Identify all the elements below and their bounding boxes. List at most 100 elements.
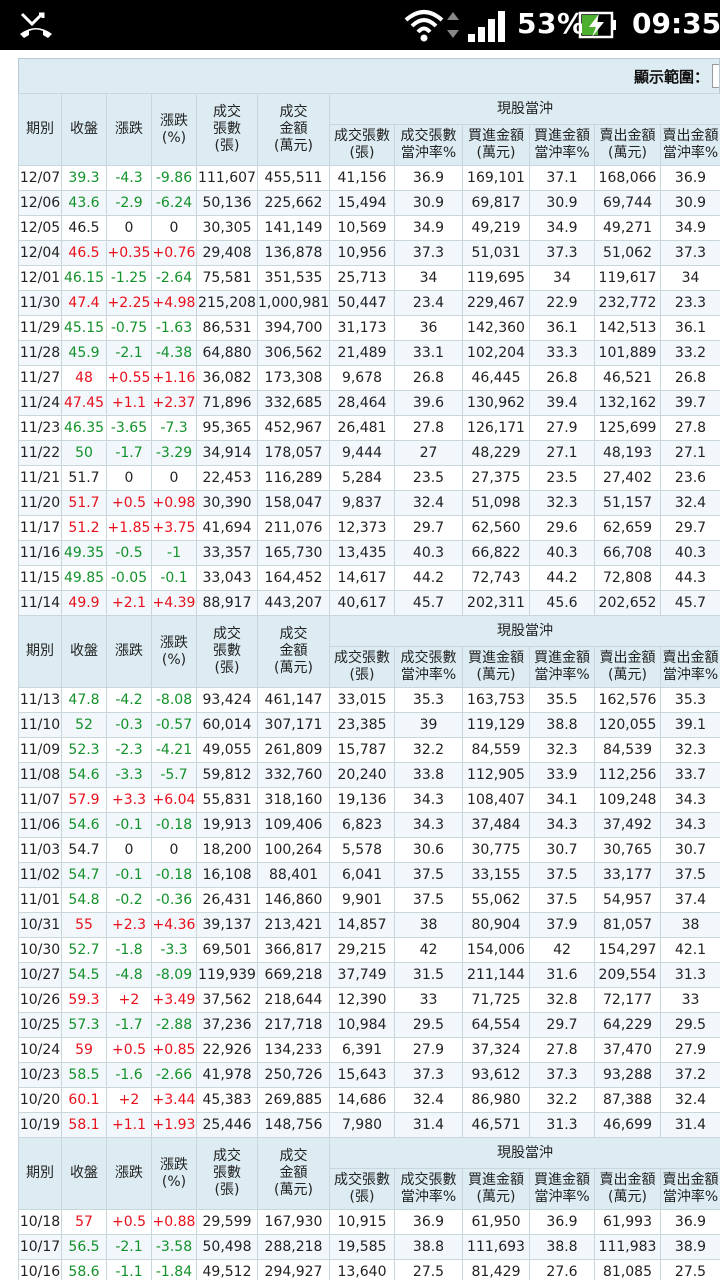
cell-dt-volume: 25,713 <box>329 265 395 291</box>
cell-date: 11/17 <box>18 515 62 541</box>
cell-dt-volume-rate: 31.5 <box>394 962 463 988</box>
table-row: 11/16 49.35 -0.5 -1 33,357 165,730 13,435 40.3 6… <box>18 540 720 566</box>
cell-buy-amount: 62,560 <box>462 515 530 541</box>
cell-volume: 37,562 <box>196 987 258 1013</box>
cell-dt-volume-rate: 37.3 <box>394 1062 463 1088</box>
cell-sell-rate: 23.3 <box>660 290 720 316</box>
cell-amount: 294,927 <box>257 1259 330 1280</box>
cell-sell-amount: 101,889 <box>594 340 661 366</box>
cell-change: -1.1 <box>106 1259 152 1280</box>
cell-dt-volume: 10,915 <box>329 1209 395 1235</box>
cell-buy-amount: 229,467 <box>462 290 530 316</box>
cell-volume: 60,014 <box>196 712 258 738</box>
cell-change: +0.55 <box>106 365 152 391</box>
cell-buy-rate: 31.3 <box>529 1112 595 1138</box>
cell-sell-amount: 27,402 <box>594 465 661 491</box>
header-sub-5: 賣出金額 當沖率% <box>660 124 720 166</box>
header-sub-0: 成交張數 (張) <box>329 1168 395 1210</box>
header-sub-5: 賣出金額 當沖率% <box>660 1168 720 1210</box>
cell-buy-rate: 37.5 <box>529 862 595 888</box>
cell-amount: 116,289 <box>257 465 330 491</box>
cell-amount: 306,562 <box>257 340 330 366</box>
cell-dt-volume: 19,136 <box>329 787 395 813</box>
cell-amount: 141,149 <box>257 215 330 241</box>
cell-date: 10/27 <box>18 962 62 988</box>
header-change: 漲跌 <box>106 615 152 688</box>
cell-dt-volume-rate: 37.3 <box>394 240 463 266</box>
cell-change-pct: -3.29 <box>151 440 197 466</box>
cell-sell-amount: 232,772 <box>594 290 661 316</box>
cell-volume: 22,453 <box>196 465 258 491</box>
range-select[interactable] <box>712 64 719 88</box>
cell-dt-volume: 5,284 <box>329 465 395 491</box>
cell-close: 54.6 <box>61 762 107 788</box>
cell-change-pct: +0.85 <box>151 1037 197 1063</box>
table-row: 10/24 59 +0.5 +0.85 22,926 134,233 6,391 27.9 37… <box>18 1037 720 1063</box>
header-sub-2: 買進金額 (萬元) <box>462 1168 530 1210</box>
cell-dt-volume-rate: 34.9 <box>394 215 463 241</box>
cell-volume: 33,357 <box>196 540 258 566</box>
cell-buy-amount: 46,571 <box>462 1112 530 1138</box>
cell-sell-amount: 33,177 <box>594 862 661 888</box>
cell-amount: 225,662 <box>257 190 330 216</box>
header-subrow: 成交張數 (張) 成交張數 當沖率% 買進金額 (萬元) 買進金額 當沖率% 賣出金額 (萬元) 賣… <box>19 646 720 688</box>
cell-sell-rate: 34 <box>660 265 720 291</box>
clock: 09:35 <box>632 7 720 40</box>
cell-date: 10/26 <box>18 987 62 1013</box>
table-row: 11/17 51.2 +1.85 +3.75 41,694 211,076 12,373 29… <box>18 515 720 541</box>
range-bar: 顯示範圍： <box>18 58 720 93</box>
cell-buy-rate: 29.7 <box>529 1012 595 1038</box>
cell-dt-volume: 9,444 <box>329 440 395 466</box>
cell-change: -0.1 <box>106 862 152 888</box>
cell-dt-volume: 13,640 <box>329 1259 395 1280</box>
cell-sell-amount: 87,388 <box>594 1087 661 1113</box>
table-row: 11/22 50 -1.7 -3.29 34,914 178,057 9,444 27 48,2… <box>18 440 720 466</box>
cell-sell-amount: 30,765 <box>594 837 661 863</box>
cell-change-pct: -1 <box>151 540 197 566</box>
cell-change: +3.3 <box>106 787 152 813</box>
cell-sell-rate: 27.1 <box>660 440 720 466</box>
cell-volume: 22,926 <box>196 1037 258 1063</box>
cell-amount: 213,421 <box>257 912 330 938</box>
cell-amount: 109,406 <box>257 812 330 838</box>
cell-sell-amount: 154,297 <box>594 937 661 963</box>
cell-dt-volume-rate: 23.4 <box>394 290 463 316</box>
table-row: 10/30 52.7 -1.8 -3.3 69,501 366,817 29,215 42 15… <box>18 937 720 963</box>
table-row: 10/31 55 +2.3 +4.36 39,137 213,421 14,857 38 80,… <box>18 912 720 938</box>
cell-date: 10/16 <box>18 1259 62 1280</box>
cell-volume: 86,531 <box>196 315 258 341</box>
cell-volume: 64,880 <box>196 340 258 366</box>
cell-dt-volume: 15,494 <box>329 190 395 216</box>
cell-change-pct: -4.38 <box>151 340 197 366</box>
cell-dt-volume-rate: 36 <box>394 315 463 341</box>
cell-close: 43.6 <box>61 190 107 216</box>
cell-buy-rate: 26.8 <box>529 365 595 391</box>
cell-dt-volume: 14,857 <box>329 912 395 938</box>
cell-sell-rate: 36.9 <box>660 1209 720 1235</box>
cell-buy-rate: 38.8 <box>529 1234 595 1260</box>
cell-dt-volume-rate: 33.1 <box>394 340 463 366</box>
cell-sell-rate: 36.9 <box>660 165 720 191</box>
cell-date: 11/13 <box>18 687 62 713</box>
cell-change-pct: -0.18 <box>151 862 197 888</box>
cell-date: 11/16 <box>18 540 62 566</box>
cell-amount: 250,726 <box>257 1062 330 1088</box>
day-trade-table: 期別 收盤 漲跌 漲跌 (%) 成交 張數 (張) 成交 金額 (萬元) 現股當沖 成交張數 (張) 成交張… <box>18 93 720 1280</box>
cell-volume: 19,913 <box>196 812 258 838</box>
table-row: 10/17 56.5 -2.1 -3.58 50,498 288,218 19,585 38.… <box>18 1234 720 1260</box>
cell-volume: 34,914 <box>196 440 258 466</box>
cell-change-pct: -2.66 <box>151 1062 197 1088</box>
cell-sell-amount: 168,066 <box>594 165 661 191</box>
cell-buy-amount: 27,375 <box>462 465 530 491</box>
cell-close: 54.7 <box>61 862 107 888</box>
table-row: 11/21 51.7 0 0 22,453 116,289 5,284 23.5 27,375 2… <box>18 465 720 491</box>
cell-sell-rate: 23.6 <box>660 465 720 491</box>
cell-close: 58.5 <box>61 1062 107 1088</box>
cell-dt-volume-rate: 34.3 <box>394 787 463 813</box>
cell-change: +0.5 <box>106 490 152 516</box>
table-row: 10/25 57.3 -1.7 -2.88 37,236 217,718 10,984 29.… <box>18 1012 720 1038</box>
cell-date: 10/31 <box>18 912 62 938</box>
cell-buy-rate: 27.8 <box>529 1037 595 1063</box>
cell-date: 12/06 <box>18 190 62 216</box>
cell-date: 11/30 <box>18 290 62 316</box>
